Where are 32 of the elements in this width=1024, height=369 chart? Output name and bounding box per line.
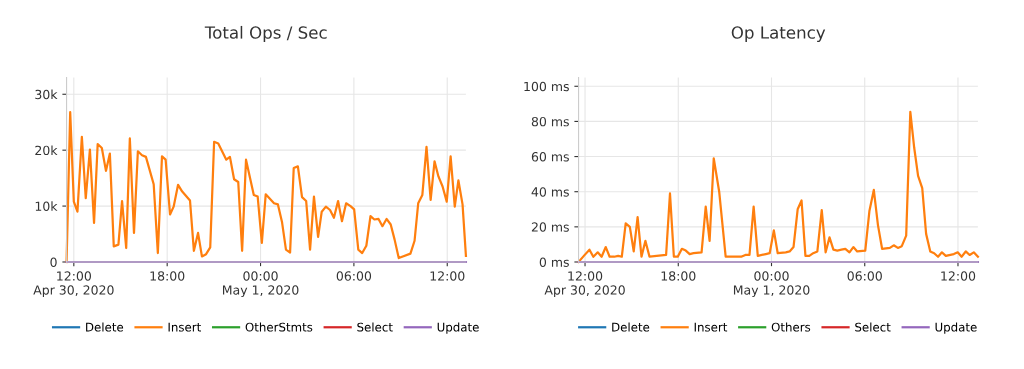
y-tick-label: 40 ms — [531, 187, 569, 197]
y-tick-label: 60 ms — [531, 152, 569, 162]
y-tick-label: 30k — [35, 89, 58, 100]
legend-label: Update — [437, 322, 479, 334]
y-tick-label: 20k — [35, 145, 58, 156]
x-tick-label: 12:00 — [941, 271, 976, 281]
legend-label: Select — [357, 322, 393, 332]
y-tick-label: 20 ms — [531, 222, 569, 232]
x-tick-label: 06:00 — [336, 271, 372, 281]
x-tick-label: 18:00 — [661, 271, 696, 281]
x-tick-label: 12:00 — [430, 271, 465, 281]
legend-label: Delete — [86, 322, 124, 332]
legend-label: Others — [771, 322, 811, 332]
y-tick-label: 80 ms — [531, 116, 569, 127]
legend-label: Update — [935, 322, 977, 334]
legend-label: OtherStmts — [245, 322, 313, 332]
legend-label: Delete — [612, 322, 650, 332]
x-tick-label: 12:00 Apr 30, 2020 — [544, 271, 625, 298]
y-tick-label: 0 — [50, 257, 57, 267]
x-tick-label: 18:00 — [150, 271, 185, 281]
y-tick-label: 0 ms — [539, 257, 569, 267]
legend-label: Insert — [168, 322, 201, 332]
x-tick-label: 06:00 — [847, 271, 882, 281]
x-tick-label: 00:00 May 1, 2020 — [223, 271, 299, 298]
x-tick-label: 12:00 Apr 30, 2020 — [33, 271, 114, 298]
y-tick-label: 10k — [35, 201, 58, 212]
chart-title: Op Latency — [731, 26, 826, 43]
chart-title: Total Ops / Sec — [204, 25, 327, 43]
y-tick-label: 100 ms — [524, 81, 569, 92]
legend-label: Insert — [694, 322, 728, 332]
legend-label: Select — [855, 322, 891, 332]
x-tick-label: 00:00 May 1, 2020 — [733, 271, 810, 298]
